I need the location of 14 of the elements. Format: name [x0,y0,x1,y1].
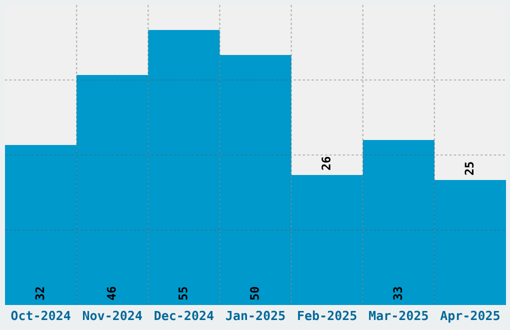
data-label: 25 [464,162,474,175]
data-label: 50 [250,286,259,300]
x-tick-label: Nov-2024 [82,310,142,320]
x-tick-label: Feb-2025 [298,310,356,320]
x-tick-label: Oct-2024 [11,310,70,320]
x-tick-label: Jan-2025 [226,310,285,320]
data-label: 33 [393,287,402,300]
x-tick-label: Mar-2025 [369,310,428,320]
x-tick-label: Apr-2025 [440,310,500,323]
data-label: 32 [35,287,44,300]
data-label: 46 [106,286,116,300]
x-tick-label: Dec-2024 [154,310,214,320]
data-label: 55 [178,287,188,300]
data-label: 26 [322,156,331,170]
